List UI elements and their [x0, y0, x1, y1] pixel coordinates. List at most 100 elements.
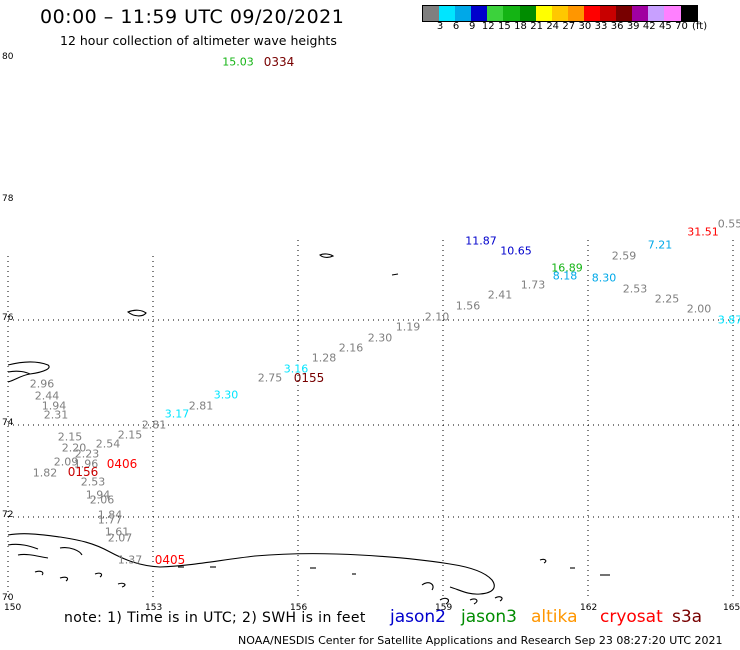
- wave-height-label: 10.65: [500, 244, 532, 258]
- wave-height-label: 1.73: [520, 278, 546, 292]
- wave-height-label: 7.21: [647, 238, 673, 252]
- wave-height-label: 1.94: [41, 399, 67, 413]
- wave-height-label: 2.41: [487, 288, 513, 302]
- color-swatch: [551, 6, 568, 21]
- color-scale-label: 18: [514, 21, 527, 32]
- wave-height-label: 2.15: [117, 428, 143, 442]
- color-swatch: [519, 6, 536, 21]
- wave-height-label: 2.53: [80, 475, 106, 489]
- x-tick-label: 150: [4, 603, 22, 613]
- legend-sat-jason3: jason3: [461, 607, 517, 627]
- color-swatch: [648, 6, 665, 21]
- color-scale-label: 45: [659, 21, 672, 32]
- wave-height-label: 2.20: [61, 441, 87, 455]
- wave-height-label: 8.18: [552, 269, 578, 283]
- legend-note: note: 1) Time is in UTC; 2) SWH is in fe…: [64, 610, 366, 626]
- x-tick-label: 162: [580, 603, 598, 613]
- color-swatch: [567, 6, 584, 21]
- wave-height-label: 2.81: [141, 418, 167, 432]
- y-tick-label: 80: [2, 52, 14, 62]
- color-scale-label: 42: [642, 21, 656, 32]
- wave-height-label: 1.19: [395, 320, 421, 334]
- color-scale-label: 21: [530, 21, 543, 32]
- wave-height-label: 2.25: [654, 292, 680, 306]
- wave-height-label: 2.30: [367, 331, 393, 345]
- wave-height-label: 0.55: [717, 217, 740, 231]
- map-subtitle: 12 hour collection of altimeter wave hei…: [60, 33, 337, 48]
- wave-height-label: 2.53: [622, 282, 648, 296]
- color-scale-label: 24: [546, 21, 560, 32]
- wave-height-label: 3.16: [283, 362, 309, 376]
- wave-height-label: 2.00: [686, 302, 712, 316]
- color-scale-label: 6: [452, 21, 460, 32]
- color-swatch: [616, 6, 633, 21]
- wave-height-label: 31.51: [687, 225, 719, 239]
- wave-height-label: 2.09: [53, 455, 79, 469]
- color-swatch: [487, 6, 504, 21]
- wave-height-label: 3.30: [213, 388, 239, 402]
- wave-height-label: 1.84: [97, 508, 123, 522]
- color-scale-label: 3: [436, 21, 444, 32]
- color-scale-labels: 3 6 9 12 15 18 21 24 27 30 33 36 39 42 45 70 (ft): [424, 21, 734, 35]
- wave-height-label: 3.17: [164, 407, 190, 421]
- wave-height-label: 1.77: [97, 513, 123, 527]
- legend-sat-s3a: s3a: [672, 607, 703, 627]
- x-tick-label: 153: [145, 603, 163, 613]
- color-swatch: [455, 6, 472, 21]
- color-scale-label: 30: [578, 21, 592, 32]
- wave-height-label: 1.28: [311, 351, 337, 365]
- footer-credit: NOAA/NESDIS Center for Satellite Applica…: [238, 634, 723, 647]
- wave-height-label: 2.75: [257, 371, 283, 385]
- color-swatch: [471, 6, 488, 21]
- wave-height-label: 1.96: [73, 457, 99, 471]
- wave-height-label: 0405: [154, 553, 186, 567]
- y-tick-label: 70: [2, 593, 14, 603]
- wave-height-label: 16.89: [551, 261, 583, 275]
- color-scale-label: 15: [498, 21, 511, 32]
- wave-height-label: 2.06: [89, 493, 115, 507]
- wave-height-label: 1.94: [85, 488, 111, 502]
- wave-height-label: 2.31: [43, 408, 69, 422]
- color-scale-bar: [422, 5, 698, 22]
- wave-height-label: 2.96: [29, 377, 55, 391]
- x-tick-label: 165: [723, 603, 740, 613]
- wave-height-label: 0334: [263, 55, 295, 69]
- x-tick-label: 156: [290, 603, 308, 613]
- wave-height-label: 1.61: [104, 525, 130, 539]
- graticule: [7, 240, 740, 600]
- color-swatch: [423, 6, 440, 21]
- y-tick-label: 72: [2, 510, 14, 520]
- color-scale-label: 36: [610, 21, 624, 32]
- wave-height-label: 2.59: [611, 249, 637, 263]
- wave-height-label: 0156: [67, 465, 99, 479]
- color-swatch: [503, 6, 520, 21]
- color-swatch: [439, 6, 456, 21]
- color-scale-label: 70: [675, 21, 688, 32]
- legend-sat-jason2: jason2: [390, 607, 446, 627]
- wave-height-label: 2.23: [74, 447, 100, 461]
- color-swatch: [664, 6, 681, 21]
- wave-height-label: 1.82: [32, 466, 58, 480]
- wave-height-label: 2.10: [424, 310, 450, 324]
- color-scale-label: 12: [481, 21, 495, 32]
- color-scale-label: 9: [469, 21, 476, 32]
- color-scale-label: 33: [594, 21, 608, 32]
- wave-height-label: 0155: [293, 371, 325, 385]
- map-title: 00:00 – 11:59 UTC 09/20/2021: [40, 6, 345, 28]
- wave-height-label: 2.15: [57, 430, 83, 444]
- legend-sat-altika: altika: [531, 607, 578, 627]
- wave-height-label: 2.81: [188, 399, 214, 413]
- wave-height-label: 0406: [106, 457, 138, 471]
- x-tick-label: 159: [435, 603, 453, 613]
- color-swatch: [632, 6, 649, 21]
- coastline: [7, 253, 610, 605]
- color-scale-label: 39: [626, 21, 640, 32]
- color-swatch: [583, 6, 601, 21]
- y-tick-label: 74: [2, 418, 14, 428]
- wave-height-label: 8.30: [591, 271, 617, 285]
- wave-height-label: 15.03: [222, 55, 254, 69]
- wave-height-label: 2.07: [107, 531, 133, 545]
- wave-height-label: 2.54: [95, 437, 121, 451]
- color-swatch: [535, 6, 552, 21]
